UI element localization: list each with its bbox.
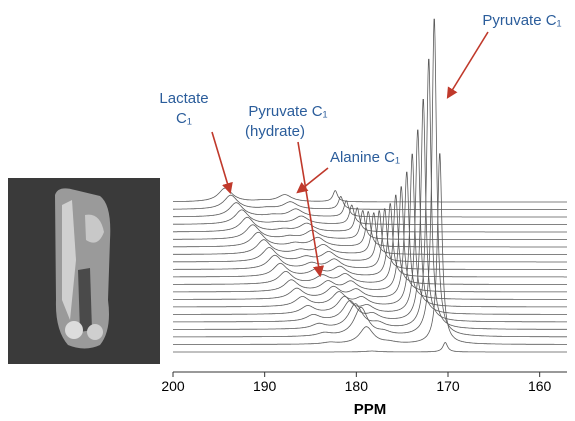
x-tick-label: 170 xyxy=(436,378,460,394)
x-tick-label: 180 xyxy=(345,378,369,394)
spectrum-trace xyxy=(173,186,567,293)
annotation: (hydrate) xyxy=(245,123,305,140)
spectrum-trace xyxy=(173,212,567,255)
annotation: Alanine C₁ xyxy=(330,149,400,166)
spectrum-trace xyxy=(173,203,567,278)
spectra xyxy=(173,18,567,353)
x-axis-label: PPM xyxy=(354,401,387,418)
spectrum-trace xyxy=(173,194,567,210)
annotation: Pyruvate C₁ xyxy=(482,12,561,29)
x-tick-label: 190 xyxy=(253,378,277,394)
spectrum-trace xyxy=(173,187,567,203)
spectrum-trace xyxy=(173,18,567,338)
spectrum-trace xyxy=(173,207,567,233)
spectrum-trace xyxy=(173,210,567,263)
spectrum-trace xyxy=(173,171,567,300)
x-tick-label: 160 xyxy=(528,378,552,394)
mri-image xyxy=(8,178,160,364)
spectrum-trace xyxy=(173,342,567,353)
spectrum-trace xyxy=(173,210,567,240)
annotation: C₁ xyxy=(176,110,192,127)
spectrum-trace xyxy=(173,99,567,323)
spectrum-trace xyxy=(173,153,567,345)
annotation: Lactate xyxy=(159,90,208,107)
spectrum-trace xyxy=(173,200,567,218)
spectrum-trace xyxy=(173,211,567,248)
spectrum-trace xyxy=(173,58,567,330)
spectrum-trace xyxy=(173,208,567,270)
x-tick-label: 200 xyxy=(161,378,185,394)
spectrum-trace xyxy=(173,153,567,308)
spectrum-trace xyxy=(173,194,567,285)
arrows xyxy=(211,31,489,278)
spectrum-trace xyxy=(173,129,567,315)
annotation: Pyruvate C₁ xyxy=(248,103,327,120)
